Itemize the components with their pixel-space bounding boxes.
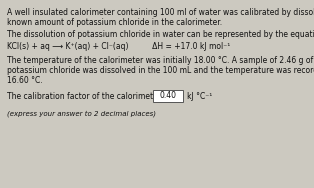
Text: 0.40: 0.40: [160, 92, 176, 101]
Text: (express your answer to 2 decimal places): (express your answer to 2 decimal places…: [7, 110, 156, 117]
Text: 16.60 °C.: 16.60 °C.: [7, 76, 43, 85]
Text: The temperature of the calorimeter was initially 18.00 °C. A sample of 2.46 g of: The temperature of the calorimeter was i…: [7, 56, 313, 65]
Text: potassium chloride was dissolved in the 100 mL and the temperature was recorded : potassium chloride was dissolved in the …: [7, 66, 314, 75]
Text: The dissolution of potassium chloride in water can be represented by the equatio: The dissolution of potassium chloride in…: [7, 30, 314, 39]
Text: ΔH = +17.0 kJ mol⁻¹: ΔH = +17.0 kJ mol⁻¹: [145, 42, 230, 51]
Text: KCl(s) + aq ⟶ K⁺(aq) + Cl⁻(aq): KCl(s) + aq ⟶ K⁺(aq) + Cl⁻(aq): [7, 42, 128, 51]
Text: A well insulated calorimeter containing 100 ml of water was calibrated by dissol: A well insulated calorimeter containing …: [7, 8, 314, 17]
Text: known amount of potassium chloride in the calorimeter.: known amount of potassium chloride in th…: [7, 18, 222, 27]
Text: kJ °C⁻¹: kJ °C⁻¹: [187, 92, 212, 101]
FancyBboxPatch shape: [153, 90, 183, 102]
Text: The calibration factor of the calorimeter is: The calibration factor of the calorimete…: [7, 92, 170, 101]
